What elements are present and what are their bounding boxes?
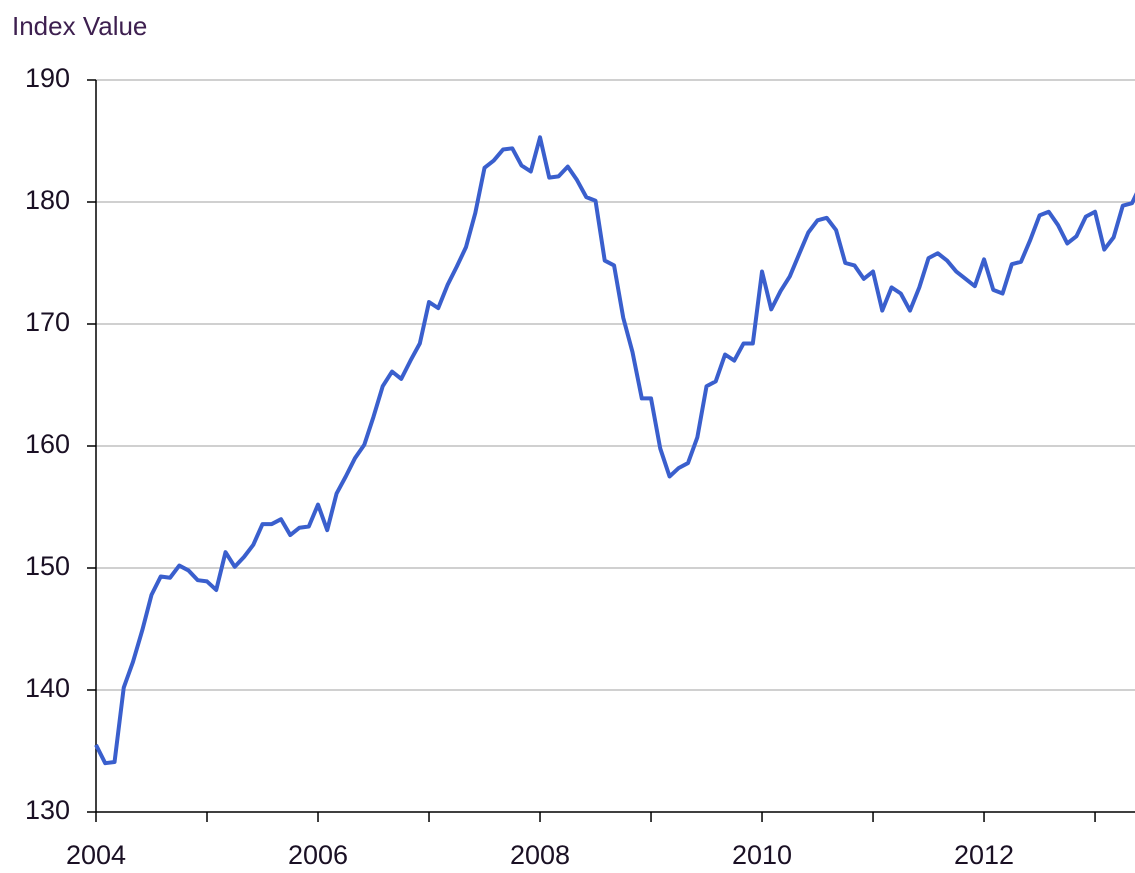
x-tick-label: 2012: [954, 840, 1014, 870]
y-tick-label: 160: [25, 429, 70, 459]
y-tick-label: 180: [25, 185, 70, 215]
y-axis-label: Index Value: [12, 11, 147, 41]
x-tick-label: 2010: [732, 840, 792, 870]
y-tick-label: 170: [25, 307, 70, 337]
y-tick-label: 190: [25, 63, 70, 93]
y-tick-label: 150: [25, 551, 70, 581]
data-line: [94, 135, 1135, 766]
x-tick-label: 2006: [288, 840, 348, 870]
y-tick-label: 140: [25, 673, 70, 703]
x-tick-label: 2008: [510, 840, 570, 870]
x-tick-label: 2004: [66, 840, 126, 870]
y-tick-label: 130: [25, 795, 70, 825]
